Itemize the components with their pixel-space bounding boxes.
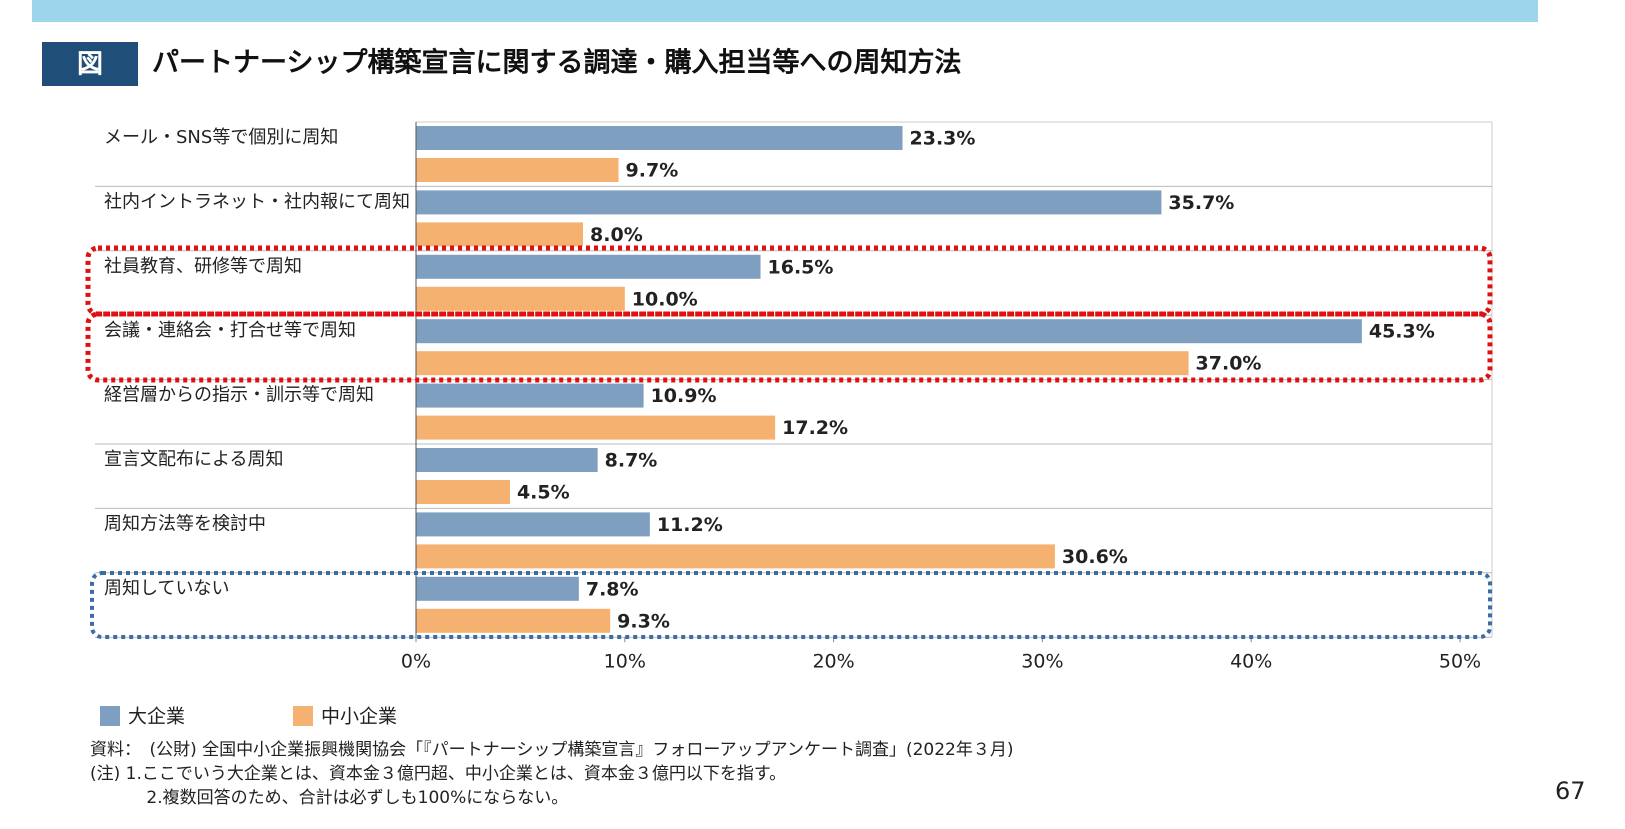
category-label: 宣言文配布による周知 [104,449,283,470]
category-label: 経営層からの指示・訓示等で周知 [104,385,374,406]
bar [416,286,625,311]
value-label: 16.5% [768,256,834,278]
highlight-box [90,571,1492,639]
note: (注) 1.ここでいう大企業とは、資本金３億円超、中小企業とは、資本金３億円以下… [90,764,786,784]
bar [416,576,579,601]
value-label: 8.7% [605,450,658,472]
bar [416,480,510,504]
value-label: 30.6% [1062,546,1128,568]
legend-label: 大企業 [128,706,185,728]
bar [416,351,1189,376]
bar [416,158,619,182]
highlight-box [85,245,1493,317]
value-label: 37.0% [1196,353,1262,375]
legend-swatch [293,706,313,726]
category-label: メール・SNS等で個別に周知 [104,127,338,148]
bar [416,415,776,440]
value-label: 8.0% [590,224,643,246]
badge-text: 図 [77,50,103,80]
note: 2.複数回答のため、合計は必ずしも100%にならない。 [90,788,568,808]
page-number: 67 [1555,777,1586,805]
category-label: 社員教育、研修等で周知 [104,256,302,277]
category-label: 社内イントラネット・社内報にて周知 [104,191,410,212]
badge [42,42,138,86]
category-label: 周知方法等を検討中 [104,513,266,534]
value-label: 10.9% [651,385,717,407]
legend-swatch [100,706,120,726]
x-tick-label: 10% [604,651,646,673]
bar [416,222,584,247]
highlight-box [85,311,1493,383]
value-label: 45.3% [1369,321,1435,343]
bar [416,254,761,279]
value-label: 10.0% [632,288,698,310]
x-tick-label: 50% [1439,651,1481,673]
value-label: 7.8% [586,578,639,600]
top-band [32,0,1538,22]
x-tick-label: 20% [812,651,854,673]
value-label: 17.2% [782,417,848,439]
bar [416,190,1162,215]
x-tick-label: 30% [1021,651,1063,673]
bar [416,126,903,150]
value-label: 4.5% [517,482,570,504]
value-label: 9.7% [626,160,679,182]
bar [416,544,1055,569]
bar [416,448,598,472]
x-tick-label: 40% [1230,651,1272,673]
bar [416,383,644,408]
bar [416,319,1362,344]
bar [416,512,650,537]
note: 資料： (公財) 全国中小企業振興機関協会「『パートナーシップ構築宣言』フォロー… [90,740,1014,760]
value-label: 23.3% [910,128,976,150]
x-tick-label: 0% [401,651,431,673]
value-label: 11.2% [657,514,723,536]
category-label: 周知していない [104,578,229,599]
category-label: 会議・連絡会・打合せ等で周知 [104,320,356,341]
value-label: 9.3% [617,610,670,632]
legend-label: 中小企業 [321,706,397,728]
value-label: 35.7% [1168,192,1234,214]
bar [416,608,611,633]
chart-title: パートナーシップ構築宣言に関する調達・購入担当等への周知方法 [152,47,961,79]
